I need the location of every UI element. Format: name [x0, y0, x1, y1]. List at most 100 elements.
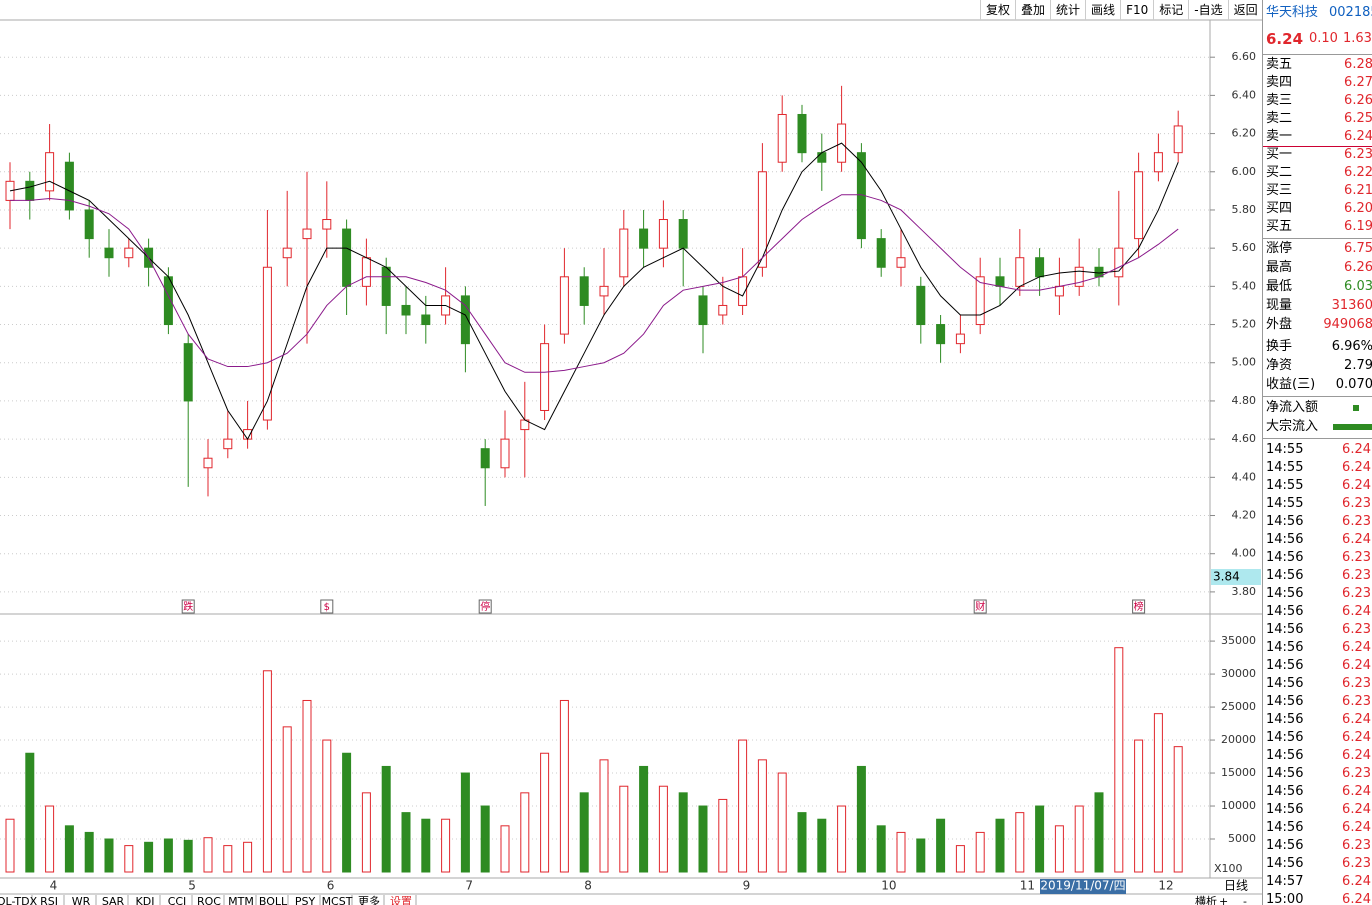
toolbar-button[interactable]: F10	[1120, 0, 1153, 20]
volume-bar	[559, 699, 569, 873]
y-tick-label: 15000	[1221, 766, 1256, 779]
tab[interactable]: CCI	[168, 895, 187, 905]
trade-row: 14:55 6.24	[1265, 441, 1372, 459]
toolbar-button[interactable]: 画线	[1085, 0, 1120, 20]
event-label: 停	[480, 600, 490, 613]
trade-price: 6.24	[1342, 658, 1371, 673]
tab[interactable]: SAR	[102, 895, 125, 905]
candle-body	[698, 295, 708, 326]
trade-price: 6.24	[1342, 730, 1371, 745]
stat-row: 收益(三) 0.070	[1265, 376, 1372, 394]
candle-body	[421, 314, 431, 326]
trade-price: 6.24	[1342, 784, 1371, 799]
stat-row: 净资 2.79	[1265, 357, 1372, 375]
tab[interactable]: MTM	[228, 895, 254, 905]
toolbar-button[interactable]: 标记	[1153, 0, 1188, 20]
toolbar-button[interactable]: 返回	[1227, 0, 1263, 20]
tab[interactable]: PSY	[295, 895, 316, 905]
tab[interactable]: 设置	[390, 895, 412, 905]
volume-bar	[1054, 825, 1064, 873]
volume-bar	[936, 818, 946, 873]
toolbar-button[interactable]: 叠加	[1015, 0, 1050, 20]
volume-bar	[223, 845, 233, 873]
candle-body	[282, 247, 292, 259]
candle-body	[540, 343, 550, 411]
trade-price: 6.24	[1342, 892, 1371, 905]
trade-price: 6.23	[1342, 676, 1371, 691]
event-label: $	[324, 602, 330, 613]
book-label: 卖三	[1266, 93, 1293, 108]
trade-price: 6.24	[1342, 478, 1371, 493]
trade-price: 6.24	[1342, 820, 1371, 835]
x-tick-label: 4	[50, 879, 58, 893]
stat-value: 0.070	[1335, 377, 1372, 392]
stat-value: 31360	[1331, 298, 1372, 313]
volume-bar	[1015, 812, 1025, 873]
candle-body	[361, 257, 371, 287]
trade-time: 14:56	[1266, 802, 1304, 817]
flow-row: 大宗流入	[1265, 418, 1372, 436]
tab[interactable]: ROC	[197, 895, 221, 905]
tab[interactable]: OL-TDX	[0, 895, 38, 905]
stat-label: 收益(三)	[1266, 377, 1316, 392]
tab[interactable]: RSI	[40, 895, 58, 905]
book-label: 买二	[1266, 165, 1293, 180]
volume-bar	[124, 845, 134, 873]
trade-row: 14:56 6.24	[1265, 783, 1372, 801]
event-marker	[181, 599, 195, 614]
book-row: 买四 6.20	[1265, 200, 1372, 218]
book-label: 卖五	[1266, 57, 1293, 72]
candle-body	[1054, 285, 1064, 297]
candle-body	[1153, 152, 1163, 173]
tab[interactable]: -	[1243, 895, 1247, 905]
toolbar-button[interactable]: 统计	[1050, 0, 1085, 20]
trade-time: 14:55	[1266, 460, 1304, 475]
trade-row: 14:56 6.24	[1265, 747, 1372, 765]
stat-value: 6.03	[1344, 279, 1372, 294]
candle-body	[322, 219, 332, 230]
book-row: 卖四 6.27	[1265, 74, 1372, 92]
tab[interactable]: WR	[72, 895, 91, 905]
book-row: 卖二 6.25	[1265, 110, 1372, 128]
toolbar-button[interactable]: -自选	[1188, 0, 1227, 20]
trade-time: 14:56	[1266, 820, 1304, 835]
trade-time: 14:56	[1266, 676, 1304, 691]
tab[interactable]: 横析	[1195, 894, 1217, 905]
tab[interactable]: 更多	[358, 894, 380, 905]
book-price: 6.20	[1344, 201, 1372, 216]
trade-row: 14:56 6.24	[1265, 801, 1372, 819]
candle-body	[460, 295, 470, 345]
trade-time: 14:56	[1266, 586, 1304, 601]
volume-bar	[183, 839, 193, 873]
percent: 1.63%	[1343, 31, 1372, 46]
volume-bar	[104, 838, 114, 873]
volume-bar	[64, 825, 74, 873]
trade-price: 6.23	[1342, 838, 1371, 853]
book-price: 6.23	[1344, 147, 1372, 162]
tab[interactable]: MCST	[322, 895, 353, 905]
candle-body	[223, 438, 233, 450]
chart-area: 3.80 4.00 4.20 4.40 4.60 4.80 5.00 5.20 5.40 5.60…	[0, 19, 1262, 905]
volume-bar	[342, 752, 352, 873]
book-row: 卖一 6.24	[1265, 128, 1372, 146]
trade-time: 14:56	[1266, 640, 1304, 655]
book-price: 6.28	[1344, 57, 1372, 72]
volume-bar	[757, 759, 767, 873]
tab[interactable]: +	[1219, 895, 1228, 905]
trade-time: 14:56	[1266, 550, 1304, 565]
period: 日线	[1224, 879, 1248, 893]
trade-time: 14:56	[1266, 604, 1304, 619]
tab[interactable]: KDJ	[136, 895, 155, 905]
tab[interactable]: BOLL	[259, 895, 288, 905]
toolbar-button[interactable]: 复权	[980, 0, 1015, 20]
volume-bar	[797, 812, 807, 873]
quote-title: 华天科技 002185	[1265, 4, 1372, 22]
stat-label: 现量	[1266, 298, 1293, 313]
volume-bar	[361, 792, 371, 873]
trade-price: 6.23	[1342, 694, 1371, 709]
trade-time: 14:55	[1266, 478, 1304, 493]
event-label: 财	[975, 600, 985, 613]
volume-bar	[876, 825, 886, 873]
trade-price: 6.23	[1342, 856, 1371, 871]
book-price: 6.24	[1344, 129, 1372, 144]
